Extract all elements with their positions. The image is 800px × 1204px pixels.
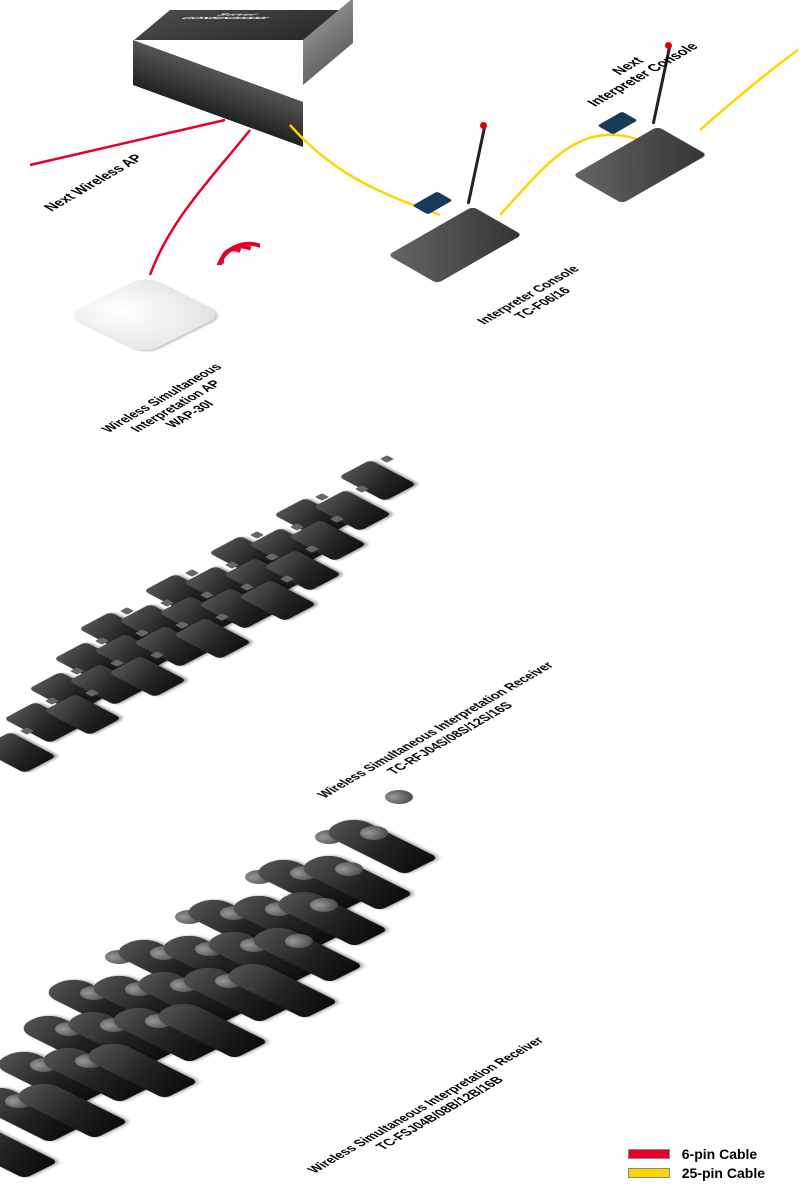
console-body — [573, 126, 707, 203]
label-next-console: Next Interpreter Console — [568, 31, 702, 108]
recv-small-btn — [215, 613, 229, 620]
label-recv-large: Wireless Simultaneous Interpretation Rec… — [304, 1035, 562, 1184]
recv-large-dial — [279, 931, 319, 951]
recv-small-btn — [355, 485, 369, 492]
receiver-small — [0, 720, 40, 750]
cable-legend: 6-pin Cable 25-pin Cable — [628, 1143, 765, 1184]
receiver-small — [60, 682, 105, 712]
label-ap: Wireless Simultaneous Interpretation AP … — [98, 361, 254, 451]
legend-swatch-6pin — [628, 1149, 670, 1159]
receiver-large — [305, 857, 365, 892]
interpreter-console-2 — [580, 100, 710, 180]
label-next-ap: Next Wireless AP — [40, 152, 147, 214]
cable-25pin-next-console — [700, 50, 798, 130]
recv-small-btn — [330, 515, 344, 522]
wireless-signal-icon — [200, 215, 260, 265]
label-console: Interpreter Console TC-F06/16 — [473, 263, 597, 335]
recv-small-btn — [305, 545, 319, 552]
ap-body — [67, 276, 223, 354]
receiver-large — [280, 893, 340, 928]
recv-small-btn — [85, 689, 99, 696]
receiver-small — [355, 448, 400, 478]
recv-small-btn — [20, 727, 34, 734]
recv-large-dial — [354, 823, 394, 843]
recv-large-dial — [329, 859, 369, 879]
legend-row-25pin: 25-pin Cable — [628, 1165, 765, 1181]
mic-tip — [480, 122, 487, 129]
label-recv-small: Wireless Simultaneous Interpretation Rec… — [314, 660, 572, 809]
receiver-large — [330, 821, 390, 856]
server-unit: Server GONSIN30000I — [170, 10, 340, 120]
server-front-face — [133, 40, 303, 147]
receiver-small — [190, 606, 235, 636]
legend-swatch-25pin — [628, 1168, 670, 1178]
recv-small-btn — [150, 651, 164, 658]
wireless-ap — [90, 260, 200, 335]
receiver-small — [280, 538, 325, 568]
receiver-small — [330, 478, 375, 508]
interpreter-console-1 — [395, 180, 525, 260]
recv-small-btn — [280, 575, 294, 582]
receiver-small — [125, 644, 170, 674]
legend-label-6pin: 6-pin Cable — [682, 1146, 757, 1162]
receiver-small — [305, 508, 350, 538]
receiver-large — [255, 929, 315, 964]
legend-row-6pin: 6-pin Cable — [628, 1146, 765, 1162]
server-model: GONSIN30000I — [177, 16, 274, 20]
receiver-small — [255, 568, 300, 598]
recv-large-dial — [379, 787, 419, 807]
console-body — [388, 206, 522, 283]
server-label: Server GONSIN30000I — [177, 13, 286, 20]
recv-small-btn — [380, 455, 394, 462]
legend-label-25pin: 25-pin Cable — [682, 1165, 765, 1181]
console-screen — [597, 111, 637, 134]
console-screen — [412, 191, 452, 214]
mic-neck — [467, 126, 487, 205]
recv-large-dial — [304, 895, 344, 915]
